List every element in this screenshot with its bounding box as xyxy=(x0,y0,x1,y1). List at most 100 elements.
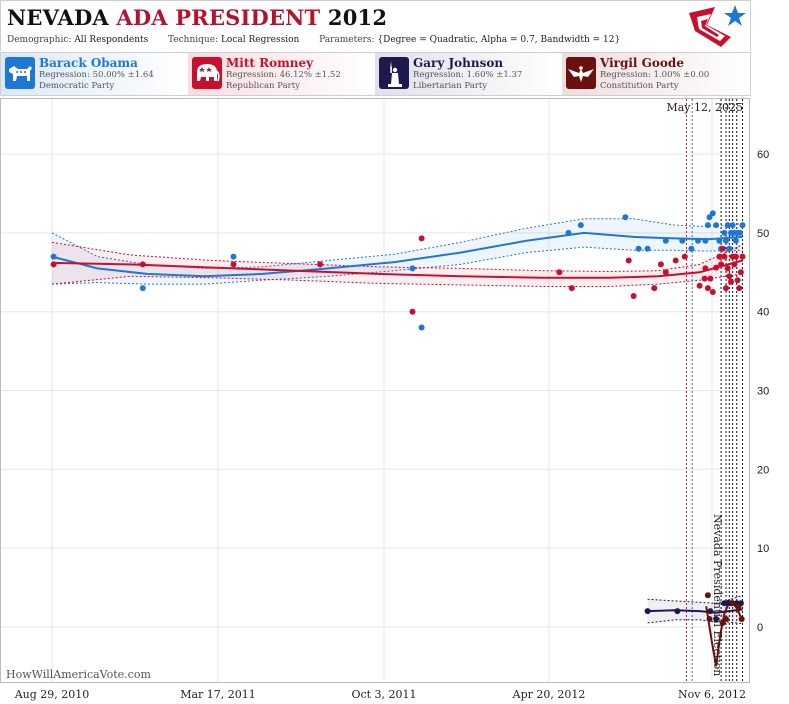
poll-point xyxy=(696,282,703,289)
poll-point xyxy=(674,608,681,615)
poll-point xyxy=(713,222,720,229)
x-tick-label: Mar 17, 2011 xyxy=(180,688,256,701)
poll-point xyxy=(704,592,711,599)
poll-point xyxy=(729,222,736,229)
poll-point xyxy=(139,285,146,292)
x-tick-label: Nov 6, 2012 xyxy=(678,688,746,701)
event-lines xyxy=(685,99,744,682)
elephant-icon xyxy=(192,57,222,89)
poll-point xyxy=(635,245,642,252)
poll-point xyxy=(317,261,324,268)
poll-point xyxy=(737,229,743,236)
candidate-party: Constitution Party xyxy=(600,81,679,91)
parameters-value: {Degree = Quadratic, Alpha = 0.7, Bandwi… xyxy=(377,35,621,45)
poll-point xyxy=(409,308,416,315)
poll-point xyxy=(230,253,237,260)
technique-value: Local Regression xyxy=(220,35,300,45)
poll-point xyxy=(734,277,741,284)
title-year: 2012 xyxy=(327,5,388,30)
candidate-regression: Regression: 1.60% ±1.37 xyxy=(413,70,523,80)
poll-point xyxy=(726,245,733,252)
upper-bound-line xyxy=(647,594,743,604)
y-tick-label: 0 xyxy=(757,622,763,634)
poll-point xyxy=(418,324,425,331)
poll-point xyxy=(707,608,714,615)
candidate-party: Republican Party xyxy=(226,81,300,91)
poll-point xyxy=(721,253,728,260)
poll-point xyxy=(732,237,739,244)
poll-points xyxy=(50,210,746,626)
candidate-name: Mitt Romney xyxy=(226,56,314,70)
x-tick-label: Aug 29, 2010 xyxy=(14,688,90,701)
poll-point xyxy=(731,261,738,268)
poll-point xyxy=(723,285,729,292)
poll-point xyxy=(644,245,651,252)
trend-line xyxy=(51,259,743,279)
y-axis-ticks: 0 10 20 30 40 50 60 xyxy=(757,149,769,634)
candidate-romney[interactable]: Mitt Romney Regression: 46.12% ±1.52 Rep… xyxy=(188,53,374,95)
poll-point xyxy=(709,289,716,295)
candidate-name: Gary Johnson xyxy=(413,56,504,70)
current-date-label: May 12, 2025 xyxy=(666,101,743,114)
poll-point xyxy=(679,237,686,244)
poll-point xyxy=(735,604,742,611)
poll-point xyxy=(707,275,714,282)
poll-point xyxy=(556,269,563,276)
x-tick-label: Oct 3, 2011 xyxy=(351,688,416,701)
poll-point xyxy=(630,293,637,299)
poll-point xyxy=(662,237,669,244)
poll-point xyxy=(625,257,632,264)
candidate-legend: Barack Obama Regression: 50.00% ±1.64 De… xyxy=(0,52,751,96)
poll-point xyxy=(706,214,713,221)
poll-point xyxy=(726,273,733,280)
poll-point xyxy=(736,285,743,292)
title-state: NEVADA xyxy=(7,5,109,30)
candidate-regression: Regression: 46.12% ±1.52 xyxy=(226,70,341,80)
liberty-statue-icon xyxy=(379,57,409,89)
poll-point xyxy=(719,619,726,626)
y-tick-label: 10 xyxy=(757,543,769,555)
y-tick-label: 40 xyxy=(757,307,769,319)
poll-point xyxy=(729,600,736,607)
star-flag-logo-icon xyxy=(689,5,746,47)
poll-point xyxy=(702,237,709,244)
poll-point xyxy=(565,229,572,236)
poll-point xyxy=(230,261,237,268)
watermark: HowWillAmericaVote.com xyxy=(6,668,151,681)
poll-point xyxy=(728,278,734,285)
poll-point xyxy=(622,214,629,221)
candidate-party: Libertarian Party xyxy=(413,81,488,91)
eagle-icon xyxy=(566,57,596,89)
poll-point xyxy=(695,237,701,244)
poll-point xyxy=(704,222,711,229)
candidate-goode[interactable]: Virgil Goode Regression: 1.00% ±0.00 Con… xyxy=(562,53,748,95)
y-tick-label: 20 xyxy=(757,464,769,476)
poll-point xyxy=(409,265,416,272)
demographic-value: All Respondents xyxy=(74,35,149,45)
candidate-name: Barack Obama xyxy=(39,56,138,70)
candidate-obama[interactable]: Barack Obama Regression: 50.00% ±1.64 De… xyxy=(1,53,187,95)
technique-label: Technique: xyxy=(168,35,219,45)
poll-point xyxy=(719,245,726,252)
poll-point xyxy=(657,261,664,268)
poll-point xyxy=(739,253,746,260)
poll-point xyxy=(139,261,146,268)
poll-point xyxy=(672,257,679,264)
poll-point xyxy=(701,275,708,282)
trend-line xyxy=(705,601,743,667)
confidence-band xyxy=(647,595,743,624)
poll-point xyxy=(702,265,709,272)
plot-area-frame xyxy=(0,98,750,683)
y-tick-label: 50 xyxy=(757,228,769,240)
poll-point xyxy=(738,616,745,622)
demographic-label: Demographic: xyxy=(7,35,72,45)
candidate-regression: Regression: 50.00% ±1.64 xyxy=(39,70,154,80)
header: NEVADA ADA PRESIDENT 2012 Demographic: A… xyxy=(0,0,751,51)
trend-lines xyxy=(51,231,743,667)
trend-line xyxy=(51,231,743,278)
x-axis-ticks: Aug 29, 2010 Mar 17, 2011 Oct 3, 2011 Apr 2… xyxy=(14,688,746,701)
poll-point xyxy=(577,222,584,229)
candidate-johnson[interactable]: Gary Johnson Regression: 1.60% ±1.37 Lib… xyxy=(375,53,561,95)
poll-point xyxy=(724,222,731,229)
